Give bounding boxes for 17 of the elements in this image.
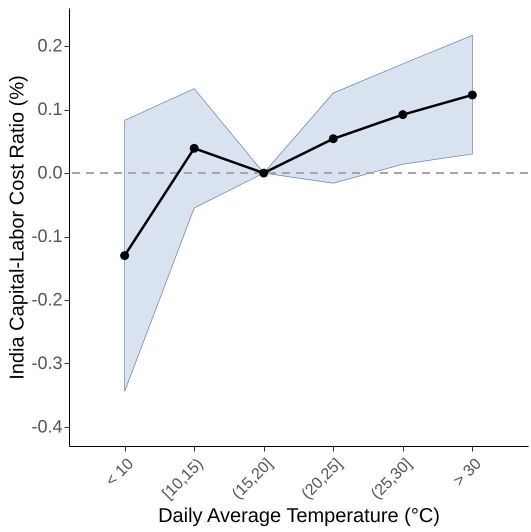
point [328, 134, 338, 144]
y-tick-label: -0.1 [31, 226, 62, 246]
point [120, 251, 130, 260]
point [398, 110, 408, 120]
x-tick-label: > 30 [450, 455, 485, 490]
y-tick-label: 0.2 [37, 36, 62, 56]
point [259, 168, 268, 178]
y-tick-label: 0.0 [37, 162, 62, 183]
x-axis-title: Daily Average Temperature (°C) [158, 505, 440, 528]
point [190, 144, 199, 153]
x-tick-label: < 10 [102, 455, 138, 490]
y-axis-title: India Capital-Labor Cost Ratio (%) [6, 75, 28, 380]
y-tick-label: -0.4 [31, 416, 62, 436]
y-tick-label: 0.1 [37, 99, 62, 120]
y-tick-label: -0.2 [31, 290, 62, 310]
point [468, 90, 477, 100]
y-tick-label: -0.3 [31, 352, 62, 373]
